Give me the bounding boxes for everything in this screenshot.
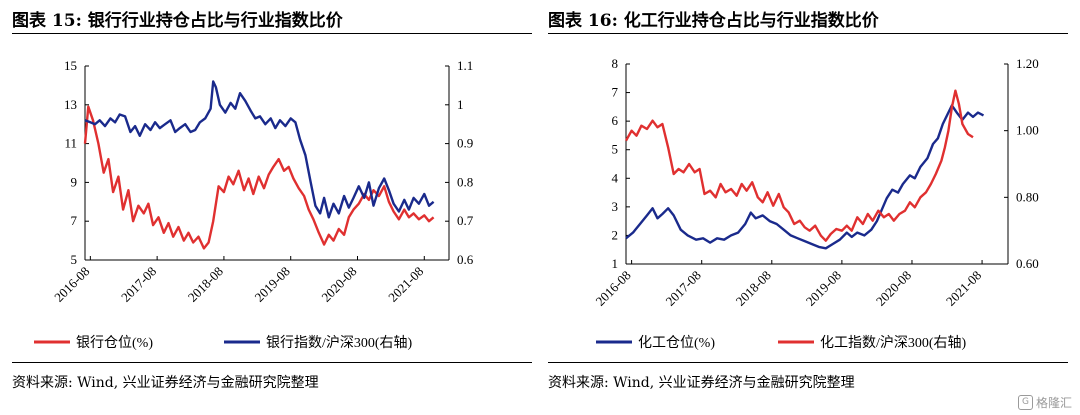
- series-line-right-axis: [624, 89, 974, 242]
- left-tick-label: 2: [612, 227, 619, 242]
- left-tick-label: 7: [71, 213, 78, 228]
- right-tick-label: 0.80: [1016, 189, 1039, 204]
- left-tick-label: 6: [612, 113, 619, 128]
- legend-label: 化工仓位(%): [638, 335, 715, 351]
- x-tick-label: 2018-08: [733, 268, 774, 309]
- bank-chart: 5 7 9 11 13 15 0.6 0.7 0.8 0.9 1 1.1 2016-08 2017-08 2…: [34, 58, 474, 351]
- watermark-text: 格隆汇: [1035, 396, 1072, 410]
- left-tick-label: 7: [612, 85, 619, 100]
- left-tick-label: 5: [71, 252, 78, 267]
- watermark: G 格隆汇: [1017, 394, 1072, 411]
- x-tick-label: 2016-08: [592, 268, 633, 309]
- right-tick-label: 0.60: [1016, 256, 1039, 271]
- source-rule: [12, 362, 532, 363]
- gelonghui-logo-icon: G: [1017, 395, 1033, 410]
- left-tick-label: 13: [64, 97, 77, 112]
- right-tick-label: 0.7: [457, 213, 474, 228]
- left-tick-label: 1: [612, 256, 619, 271]
- left-tick-label: 3: [612, 199, 619, 214]
- figure-title: 图表 15: 银行行业持仓占比与行业指数比价: [12, 11, 343, 31]
- right-tick-label: 1.20: [1016, 56, 1039, 71]
- x-tick-label: 2021-08: [385, 264, 426, 305]
- x-tick-label: 2019-08: [252, 264, 293, 305]
- title-rule: [12, 33, 532, 34]
- legend-label: 银行指数/沪深300(右轴): [266, 335, 413, 351]
- x-tick-label: 2017-08: [663, 268, 704, 309]
- left-tick-label: 15: [64, 58, 77, 73]
- right-tick-label: 1.1: [457, 58, 473, 73]
- chart-panel-bank: 图表 15: 银行行业持仓占比与行业指数比价 5 7 9 11 13 15 0.6 0.7 0.…: [12, 0, 540, 415]
- x-tick-label: 2021-08: [943, 268, 984, 309]
- x-tick-label: 2018-08: [185, 264, 226, 305]
- right-tick-label: 1: [457, 97, 464, 112]
- left-tick-label: 5: [612, 142, 619, 157]
- legend-label: 银行仓位(%): [76, 335, 153, 351]
- chart-panel-chemical: 图表 16: 化工行业持仓占比与行业指数比价 1 2 3 4 5 6 7 8 0.60 0.80 1…: [548, 0, 1076, 415]
- series-line-left-axis: [625, 104, 985, 250]
- title-rule: [548, 33, 1068, 34]
- figure-title: 图表 16: 化工行业持仓占比与行业指数比价: [548, 11, 879, 31]
- x-tick-label: 2020-08: [873, 268, 914, 309]
- source-note: 资料来源: Wind, 兴业证券经济与金融研究院整理: [548, 375, 855, 391]
- source-note: 资料来源: Wind, 兴业证券经济与金融研究院整理: [12, 375, 319, 391]
- series-line-left-axis: [83, 105, 435, 250]
- right-tick-label: 0.8: [457, 174, 473, 189]
- right-tick-label: 1.00: [1016, 123, 1039, 138]
- x-tick-label: 2020-08: [318, 264, 359, 305]
- left-tick-label: 11: [64, 136, 77, 151]
- series-line-right-axis: [84, 80, 435, 219]
- x-tick-label: 2019-08: [803, 268, 844, 309]
- left-tick-label: 9: [71, 174, 78, 189]
- right-tick-label: 0.6: [457, 252, 474, 267]
- chemical-chart: 1 2 3 4 5 6 7 8 0.60 0.80 1.00 1.20 2016-08 2017-08 20…: [592, 56, 1039, 351]
- right-tick-label: 0.9: [457, 136, 473, 151]
- left-tick-label: 4: [612, 170, 619, 185]
- x-tick-label: 2017-08: [118, 264, 159, 305]
- legend-label: 化工指数/沪深300(右轴): [820, 335, 967, 351]
- source-rule: [548, 362, 1068, 363]
- x-tick-label: 2016-08: [51, 264, 92, 305]
- left-tick-label: 8: [612, 56, 619, 71]
